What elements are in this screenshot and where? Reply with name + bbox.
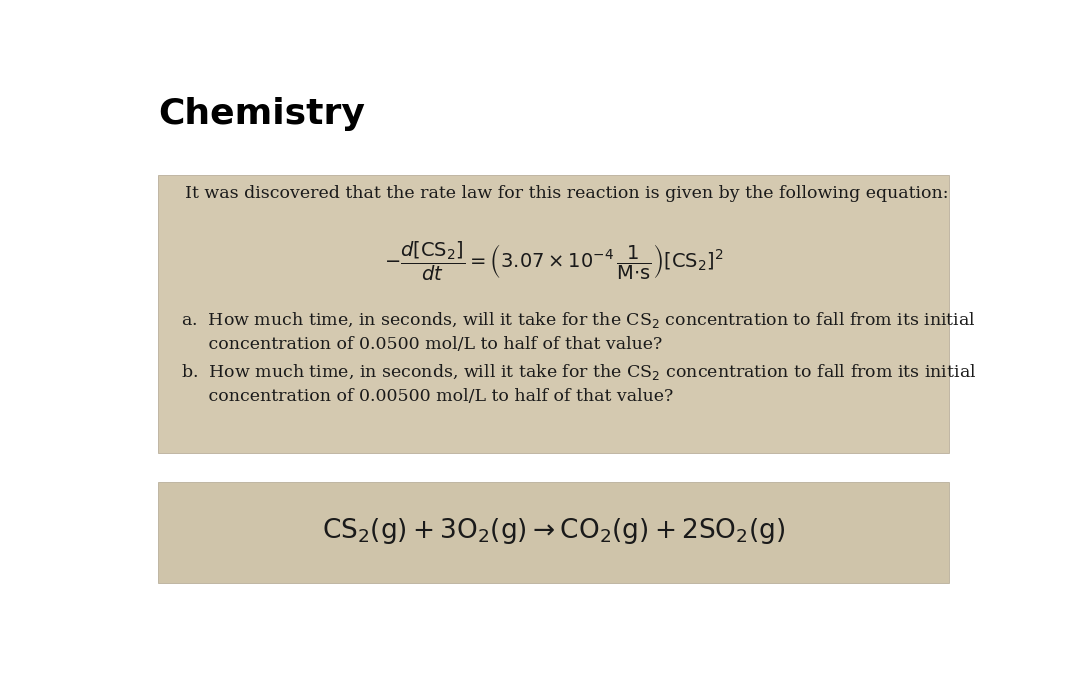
Text: $\mathrm{CS_2(g) + 3O_2(g) \rightarrow CO_2(g) + 2SO_2(g)}$: $\mathrm{CS_2(g) + 3O_2(g) \rightarrow C… <box>322 516 785 546</box>
Text: $-\dfrac{d[\mathrm{CS_2}]}{dt} = \left(3.07 \times 10^{-4}\,\dfrac{1}{\mathrm{M{: $-\dfrac{d[\mathrm{CS_2}]}{dt} = \left(3… <box>383 240 724 283</box>
Text: a.  How much time, in seconds, will it take for the CS$_2$ concentration to fall: a. How much time, in seconds, will it ta… <box>181 310 975 330</box>
Text: concentration of 0.0500 mol/L to half of that value?: concentration of 0.0500 mol/L to half of… <box>181 336 662 353</box>
FancyBboxPatch shape <box>159 175 948 454</box>
Text: concentration of 0.00500 mol/L to half of that value?: concentration of 0.00500 mol/L to half o… <box>181 388 673 405</box>
Text: Chemistry: Chemistry <box>159 97 365 130</box>
Text: b.  How much time, in seconds, will it take for the CS$_2$ concentration to fall: b. How much time, in seconds, will it ta… <box>181 362 976 382</box>
FancyBboxPatch shape <box>159 482 948 583</box>
Text: It was discovered that the rate law for this reaction is given by the following : It was discovered that the rate law for … <box>186 185 948 202</box>
